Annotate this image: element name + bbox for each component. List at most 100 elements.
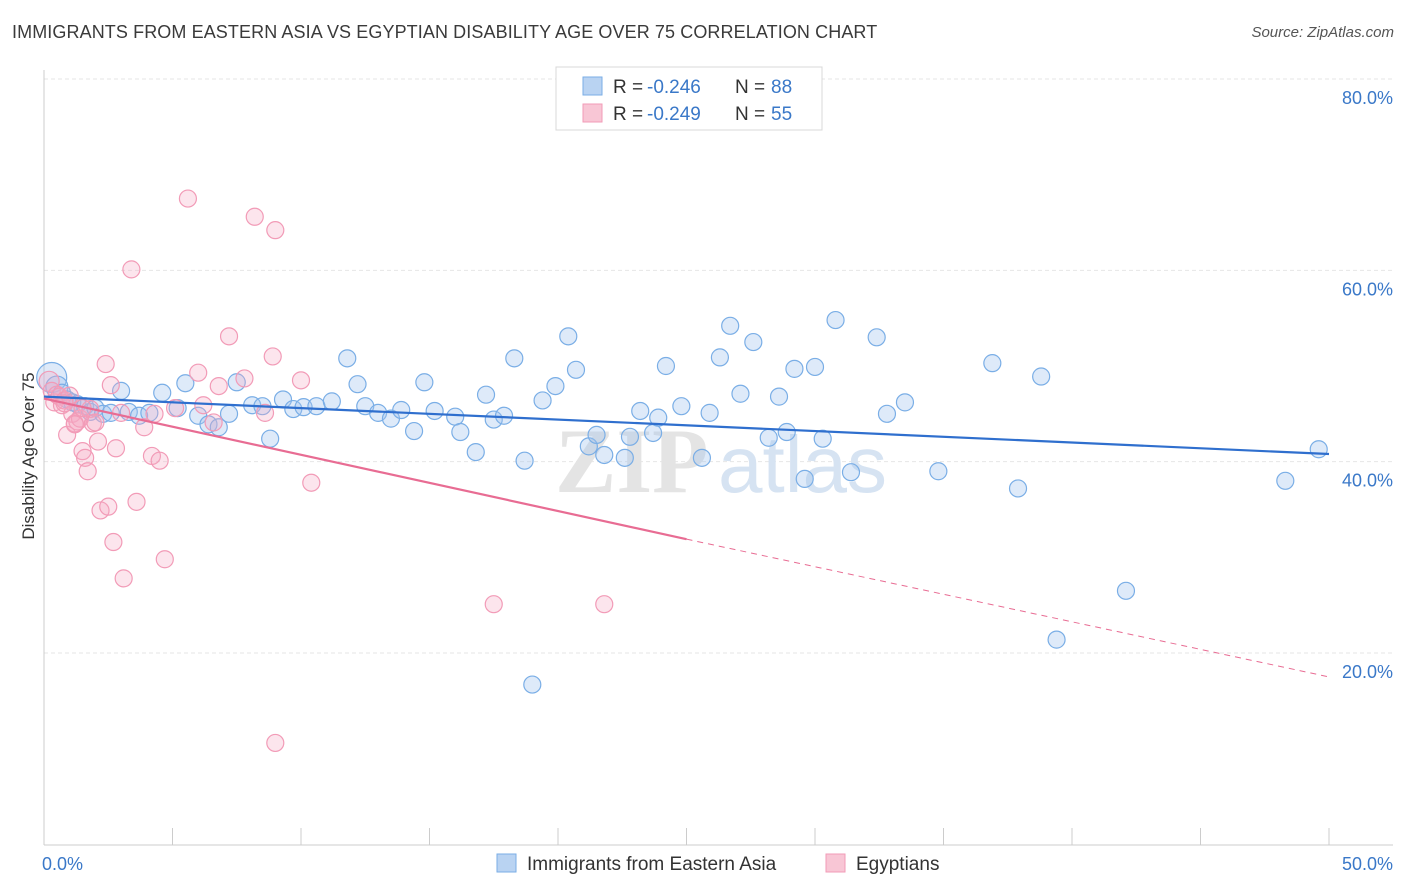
legend-r-value-2: -0.249 (647, 104, 701, 125)
point-egyptians (65, 415, 84, 434)
point-eastern-asia (338, 349, 357, 368)
point-egyptians (150, 451, 169, 470)
x-tick-labels: 0.0% 50.0% (42, 854, 1393, 874)
legend-top: R = -0.246 N = 88 R = -0.249 N = 55 (555, 66, 823, 131)
point-eastern-asia (322, 392, 341, 411)
chart-source: Source: ZipAtlas.com (1251, 24, 1394, 41)
point-eastern-asia (805, 357, 825, 377)
point-eastern-asia (451, 422, 470, 442)
point-eastern-asia (1276, 471, 1295, 490)
legend-n-value-1: 88 (771, 77, 792, 98)
point-eastern-asia (415, 373, 434, 392)
point-eastern-asia (700, 403, 719, 422)
point-egyptians (127, 492, 146, 511)
legend-swatch-eastern-asia (582, 76, 603, 96)
point-eastern-asia (219, 404, 239, 423)
legend-n-label-2: N = (735, 104, 765, 125)
point-egyptians (209, 376, 228, 396)
point-egyptians (263, 347, 282, 366)
point-eastern-asia (587, 425, 606, 444)
point-egyptians (266, 221, 285, 240)
point-egyptians (165, 398, 185, 418)
legend-r-label-2: R = (613, 104, 643, 125)
point-egyptians (255, 403, 275, 422)
svg-text:atlas: atlas (718, 420, 887, 509)
point-egyptians (291, 371, 311, 390)
point-egyptians (135, 418, 154, 437)
point-eastern-asia (895, 393, 915, 412)
point-eastern-asia (877, 404, 897, 423)
point-eastern-asia (446, 407, 465, 426)
point-eastern-asia (826, 310, 845, 330)
point-eastern-asia (867, 328, 886, 347)
point-eastern-asia (692, 448, 712, 467)
point-egyptians (101, 376, 120, 395)
chart-title: IMMIGRANTS FROM EASTERN ASIA VS EGYPTIAN… (12, 22, 878, 42)
point-eastern-asia (1116, 581, 1136, 600)
trend-lines (43, 395, 1330, 678)
point-egyptians (178, 189, 198, 208)
point-egyptians (245, 207, 264, 226)
point-eastern-asia (494, 406, 514, 425)
bottom-legend-swatch-egyptians (825, 853, 846, 873)
point-egyptians (88, 432, 108, 451)
point-eastern-asia (261, 429, 280, 448)
legend-bottom: Immigrants from Eastern Asia Egyptians (496, 853, 939, 875)
point-egyptians (266, 733, 285, 753)
point-egyptians (219, 327, 239, 346)
bottom-legend-label-egyptians: Egyptians (856, 854, 939, 875)
point-egyptians (104, 532, 123, 552)
point-eastern-asia (484, 410, 503, 429)
point-egyptians (114, 569, 133, 588)
trend-line-egyptians (43, 397, 687, 541)
point-eastern-asia (731, 384, 750, 403)
point-egyptians (194, 396, 213, 415)
axes (43, 70, 1393, 846)
point-eastern-asia (769, 387, 789, 406)
watermark: ZIP atlas (555, 410, 887, 512)
point-eastern-asia (983, 354, 1002, 373)
point-eastern-asia (929, 462, 948, 481)
point-eastern-asia (841, 463, 861, 482)
point-eastern-asia (1309, 440, 1328, 459)
point-eastern-asia (813, 429, 832, 448)
trend-line-egyptians-extension (686, 538, 1330, 678)
point-egyptians (155, 550, 174, 569)
point-eastern-asia (466, 443, 485, 462)
point-eastern-asia (1008, 479, 1028, 498)
trend-line-eastern-asia (43, 395, 1330, 456)
point-eastern-asia (615, 448, 634, 467)
point-eastern-asia (533, 391, 552, 410)
point-egyptians (96, 354, 115, 374)
bottom-legend-label-eastern-asia: Immigrants from Eastern Asia (527, 854, 777, 875)
point-eastern-asia (425, 401, 444, 421)
point-egyptians (99, 497, 118, 516)
point-egyptians (111, 403, 131, 422)
y-tick-label-0: 80.0% (1342, 88, 1393, 108)
x-tick-label-1: 50.0% (1342, 854, 1393, 874)
series-eastern-asia-points (36, 310, 1328, 694)
point-eastern-asia (559, 327, 578, 346)
point-eastern-asia (649, 408, 668, 427)
point-egyptians (484, 595, 503, 614)
point-eastern-asia (307, 397, 326, 416)
point-eastern-asia (566, 360, 586, 379)
point-egyptians (302, 473, 321, 492)
point-egyptians (189, 363, 208, 382)
point-egyptians (595, 595, 614, 614)
y-tick-label-1: 60.0% (1342, 279, 1393, 299)
y-tick-label-2: 40.0% (1342, 471, 1393, 491)
point-eastern-asia (505, 349, 524, 368)
point-eastern-asia (795, 469, 814, 488)
point-eastern-asia (392, 400, 411, 420)
point-eastern-asia (785, 359, 804, 378)
point-eastern-asia (1047, 630, 1066, 649)
x-tick-label-0: 0.0% (42, 854, 83, 874)
point-egyptians (106, 439, 126, 458)
point-eastern-asia (348, 375, 367, 394)
point-egyptians (235, 369, 254, 388)
legend-r-label-1: R = (613, 77, 643, 98)
point-eastern-asia (631, 401, 650, 421)
y-axis-label: Disability Age Over 75 (19, 372, 38, 539)
